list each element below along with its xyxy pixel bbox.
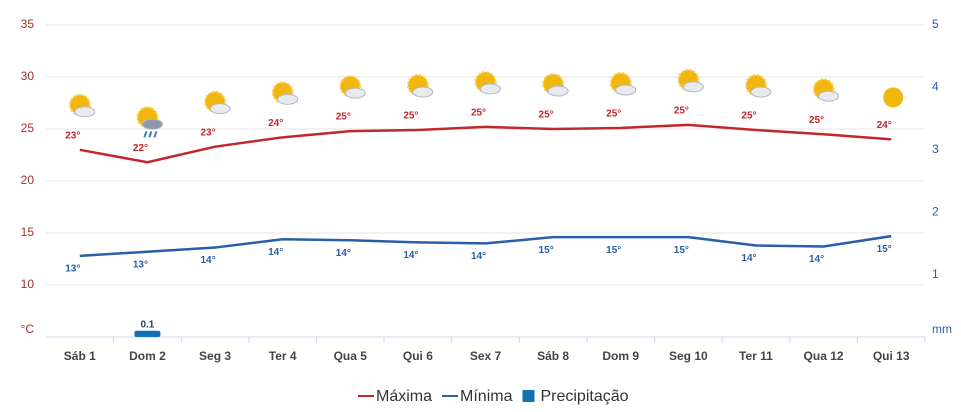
y2-tick-label: 3: [932, 142, 939, 156]
weather-icon: [204, 90, 231, 115]
x-tick-label: Sáb 8: [537, 349, 569, 363]
data-label: 25°: [741, 111, 756, 122]
legend-item: Mínima: [442, 388, 513, 405]
cloud: [682, 81, 704, 93]
data-label: 24°: [268, 118, 283, 129]
rain-drop: [143, 130, 148, 138]
data-label: 15°: [606, 245, 621, 256]
rain-drop: [148, 130, 153, 138]
weather-icon: [542, 73, 569, 97]
legend-label: Mínima: [460, 388, 513, 405]
series-line: [79, 123, 892, 164]
y-tick-label: 15: [21, 225, 35, 239]
x-tick-label: Dom 2: [129, 349, 166, 363]
rain-drop: [153, 130, 158, 138]
x-tick-label: Seg 10: [669, 349, 708, 363]
data-label: 14°: [471, 251, 486, 262]
data-label: 14°: [200, 255, 215, 266]
weather-icon: [883, 87, 904, 108]
data-label: 14°: [268, 247, 283, 258]
x-tick-label: Qui 6: [403, 349, 433, 363]
weather-icon: [271, 81, 299, 105]
weather-icon: [474, 70, 501, 95]
data-label: 15°: [539, 245, 554, 256]
y2-tick-label: 5: [932, 17, 939, 31]
y2-tick-label: 2: [932, 204, 939, 218]
weather-icon: [406, 74, 434, 98]
legend-swatch: [522, 390, 535, 402]
y-tick-label: 20: [21, 173, 35, 187]
cloud: [74, 106, 96, 118]
precip-bar: [134, 330, 161, 337]
data-label: 23°: [200, 127, 215, 138]
data-label: 14°: [741, 253, 756, 264]
data-label: 22°: [133, 143, 148, 154]
x-tick-label: Sex 7: [470, 349, 502, 363]
data-label: 23°: [65, 130, 80, 141]
y-tick-label: °C: [21, 322, 35, 336]
data-label: 13°: [65, 264, 80, 275]
cloud: [277, 93, 299, 105]
cloud: [750, 86, 772, 98]
legend-item: Máxima: [358, 388, 432, 405]
legend-label: Máxima: [376, 388, 432, 405]
x-tick-label: Seg 3: [199, 349, 231, 363]
weather-icon: [677, 68, 704, 93]
x-tick-label: Ter 11: [739, 349, 773, 363]
y2-tick-label: 1: [932, 267, 939, 281]
y-tick-label: 30: [21, 69, 35, 83]
data-label: 25°: [336, 112, 351, 123]
cloud: [412, 86, 434, 98]
x-tick-label: Ter 4: [269, 349, 297, 363]
data-label: 14°: [809, 254, 824, 265]
y-tick-label: 10: [21, 277, 35, 291]
y2-tick-label: mm: [932, 322, 952, 336]
weather-icon: [339, 75, 366, 99]
x-tick-label: Dom 9: [602, 349, 639, 363]
data-label: 25°: [403, 111, 418, 122]
x-tick-label: Sáb 1: [64, 349, 96, 363]
data-label: 14°: [336, 248, 351, 259]
data-label: 15°: [877, 244, 892, 255]
data-label: 24°: [877, 120, 892, 131]
weather-icon: [609, 71, 637, 96]
legend-item: Precipitação: [522, 388, 629, 405]
cloud: [480, 83, 501, 95]
data-label: 14°: [403, 250, 418, 261]
y2-tick-label: 4: [932, 80, 939, 94]
data-label: 25°: [539, 110, 554, 121]
x-tick-label: Qua 5: [334, 349, 368, 363]
y-tick-label: 25: [21, 121, 35, 135]
y-tick-label: 35: [21, 17, 35, 31]
data-label: 0.1: [140, 319, 154, 330]
weather-icon: [136, 106, 163, 138]
weather-icon: [812, 78, 840, 102]
cloud: [344, 87, 366, 99]
data-label: 13°: [133, 259, 148, 270]
x-tick-label: Qui 13: [873, 349, 910, 363]
data-label: 25°: [674, 105, 689, 116]
cloud: [141, 118, 163, 130]
data-label: 25°: [606, 109, 621, 120]
data-label: 15°: [674, 245, 689, 256]
cloud: [818, 90, 840, 102]
series-line: [79, 234, 892, 258]
cloud: [209, 103, 231, 115]
weather-icon: [68, 93, 96, 118]
data-label: 25°: [809, 115, 824, 126]
cloud: [547, 85, 569, 97]
legend-label: Precipitação: [540, 388, 628, 405]
weather-icon: [744, 74, 772, 98]
data-label: 25°: [471, 108, 486, 119]
cloud: [615, 84, 637, 96]
sun: [883, 87, 904, 108]
x-tick-label: Qua 12: [804, 349, 844, 363]
